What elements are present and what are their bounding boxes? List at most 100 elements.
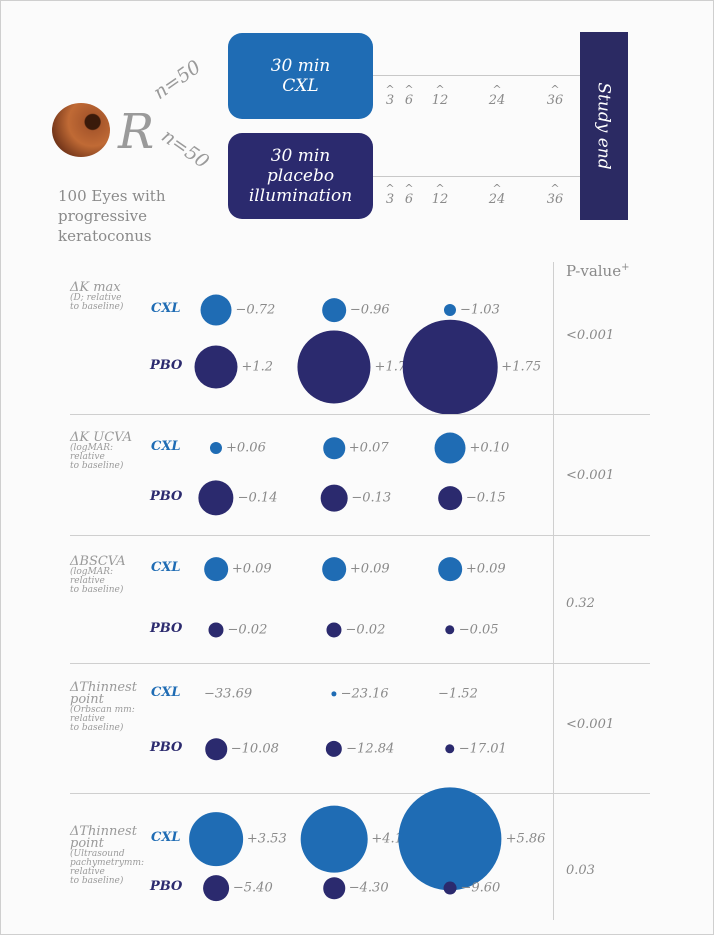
eyes-line-1: 100 Eyes with <box>58 187 166 205</box>
cxl-bubble <box>434 432 466 464</box>
pbo-value: −17.01 <box>458 741 507 757</box>
cxl-value: −1.03 <box>460 302 500 318</box>
pbo-bubble <box>203 875 229 901</box>
eye-photo <box>52 103 110 157</box>
top-tick-caret: ^ <box>435 83 445 96</box>
top-tick-24: ^ 24 <box>485 84 509 108</box>
top-tick-caret: ^ <box>385 83 395 96</box>
pvalue-header-sup: + <box>621 262 630 273</box>
study-end-label: Study end <box>594 82 614 170</box>
measure-title: ΔK max <box>70 280 121 295</box>
p-value: <0.001 <box>566 468 615 483</box>
measure-subtitle: relative <box>70 867 105 877</box>
top-tick-6: ^ 6 <box>397 83 421 108</box>
measure-subtitle: to baseline) <box>70 585 124 595</box>
row-separator <box>70 414 650 415</box>
cxl-bubble <box>322 298 346 322</box>
p-value: <0.001 <box>566 328 615 343</box>
top-tick-label: 24 <box>488 93 506 108</box>
measure-subtitle: (Orbscan mm: <box>70 705 135 715</box>
cxl-bubble <box>443 303 457 317</box>
pbo-bubble <box>198 480 234 516</box>
bottom-tick-label: 24 <box>488 192 506 207</box>
cxl-value: +0.10 <box>469 440 510 456</box>
cxl-bubble <box>200 294 232 326</box>
top-tick-caret: ^ <box>550 83 560 96</box>
cxl-bubble <box>189 812 243 866</box>
arm-pbo-line-2: placebo <box>266 166 335 186</box>
cxl-value: −23.16 <box>340 686 389 702</box>
top-tick-caret: ^ <box>404 83 414 96</box>
measure-label: ΔThinnest point (Ultrasound pachymetrymm: re… <box>70 825 145 886</box>
pbo-bubble <box>445 625 455 635</box>
bottom-tick-label: 6 <box>404 192 414 207</box>
measure-subtitle: (Ultrasound <box>70 849 125 859</box>
top-tick-3: ^ 3 <box>378 83 402 107</box>
arm-cxl-box: 30 min CXL <box>228 33 373 119</box>
cxl-value: +0.09 <box>231 561 272 577</box>
measure-label: ΔBSCVA (logMAR: relative to baseline) <box>70 554 126 595</box>
measure-subtitle: relative <box>70 452 105 462</box>
pbo-row-label: PBO <box>150 358 183 373</box>
pbo-row-label: PBO <box>150 489 183 504</box>
cxl-value: +0.09 <box>349 561 390 577</box>
pbo-bubble <box>443 881 457 895</box>
pbo-bubble <box>438 486 462 510</box>
measure-subtitle: relative <box>70 576 105 586</box>
row-separator <box>70 663 650 664</box>
measure-title: ΔThinnest <box>70 680 137 695</box>
measure-title: ΔBSCVA <box>70 554 126 569</box>
measure-title-2: point <box>70 836 104 851</box>
arm-cxl-line-2: CXL <box>282 76 319 96</box>
top-tick-label: 6 <box>404 93 414 108</box>
p-value: <0.001 <box>566 717 615 732</box>
pbo-bubble <box>194 345 238 389</box>
pbo-value: −0.13 <box>351 490 392 506</box>
pbo-bubble <box>325 740 343 758</box>
eyes-description: 100 Eyes with progressive keratoconus <box>58 186 166 246</box>
pbo-value: −5.40 <box>232 880 273 896</box>
pbo-bubble <box>205 738 227 760</box>
timeline-bottom <box>373 176 580 177</box>
bottom-tick-caret: ^ <box>404 182 414 195</box>
bottom-tick-24: ^ 24 <box>485 183 509 207</box>
measure-subtitle: to baseline) <box>70 723 124 733</box>
pbo-value: −9.60 <box>460 880 501 896</box>
pbo-value: +1.2 <box>241 359 274 375</box>
bottom-tick-label: 12 <box>431 192 449 207</box>
cxl-row-label: CXL <box>151 439 181 454</box>
cxl-bubble <box>438 557 462 581</box>
bottom-tick-12: ^ 12 <box>428 183 452 207</box>
eyes-line-3: keratoconus <box>58 227 152 245</box>
pbo-bubble <box>402 319 498 415</box>
randomization-symbol: R <box>118 104 155 160</box>
pbo-bubble <box>326 622 342 638</box>
measure-subtitle: to baseline) <box>70 876 124 886</box>
bottom-tick-3: ^ 3 <box>378 182 402 206</box>
pbo-value: −4.30 <box>348 880 389 896</box>
pbo-value: −0.15 <box>465 490 506 506</box>
measure-subtitle: (D; relative <box>70 293 122 303</box>
top-tick-36: ^ 36 <box>543 83 567 107</box>
pbo-bubble <box>323 877 345 899</box>
bottom-tick-6: ^ 6 <box>397 182 421 207</box>
top-tick-label: 12 <box>431 93 449 108</box>
pvalue-header: P-value+ <box>566 262 629 280</box>
measure-subtitle: pachymetrymm: <box>70 858 145 868</box>
bottom-tick-caret: ^ <box>385 182 395 195</box>
top-tick-12: ^ 12 <box>428 83 452 108</box>
pbo-row-label: PBO <box>150 740 183 755</box>
pbo-value: +1.7 <box>374 359 407 375</box>
pbo-value: −0.02 <box>345 622 386 638</box>
measure-subtitle: (logMAR: <box>70 567 114 577</box>
cxl-bubble <box>300 805 368 873</box>
pbo-value: −12.84 <box>346 741 395 757</box>
pbo-row-label: PBO <box>150 879 183 894</box>
pbo-bubble <box>208 622 224 638</box>
pbo-value: −0.14 <box>237 490 278 506</box>
pbo-value: −10.08 <box>230 741 279 757</box>
measure-label: ΔThinnest point (Orbscan mm: relative to bas… <box>70 680 137 733</box>
measure-subtitle: relative <box>70 714 105 724</box>
cxl-value: −0.96 <box>349 302 390 318</box>
bottom-tick-caret: ^ <box>550 182 560 195</box>
